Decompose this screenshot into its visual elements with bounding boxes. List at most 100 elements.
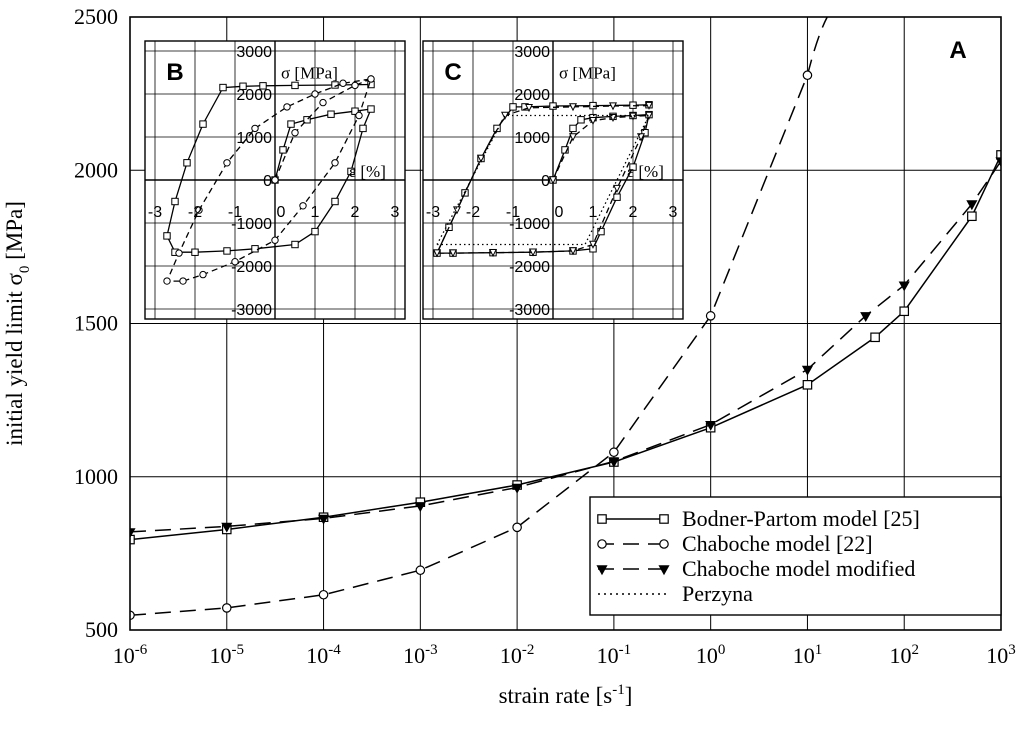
inset-panel-letter: C — [444, 59, 461, 86]
inset-y-tick-label: 0 — [263, 173, 272, 190]
inset-data-point — [359, 124, 367, 133]
inset-data-point — [331, 197, 339, 206]
y-tick-label: 1500 — [74, 311, 118, 336]
inset-x-tick-label: -2 — [188, 204, 202, 221]
inset-y-tick-label: -3000 — [509, 302, 550, 319]
inset-data-point — [291, 129, 299, 137]
x-tick-label: 10-6 — [113, 642, 148, 668]
inset-data-point — [191, 248, 199, 256]
inset-data-point — [291, 240, 299, 249]
data-point — [609, 447, 619, 458]
inset-data-point — [569, 124, 577, 133]
data-point — [130, 528, 136, 539]
inset-data-point — [271, 236, 279, 244]
inset-y-tick-label: 3000 — [514, 44, 550, 61]
data-point — [995, 157, 1001, 168]
legend-marker — [597, 539, 607, 549]
series-line-extension — [806, 17, 829, 76]
inset-data-point — [311, 227, 319, 236]
y-axis-label: initial yield limit σ0 [MPa] — [2, 201, 33, 446]
inset-data-point — [509, 103, 517, 111]
inset-data-point — [367, 75, 375, 83]
x-tick-label: 103 — [986, 642, 1016, 668]
inset-data-point — [628, 112, 638, 121]
inset-data-point — [199, 120, 207, 128]
inset-data-point — [629, 163, 637, 171]
x-tick-label: 10-3 — [403, 642, 438, 668]
inset-data-point — [283, 103, 291, 111]
panel-label-a: A — [949, 37, 966, 64]
inset-data-point — [367, 105, 375, 113]
inset-data-point — [171, 197, 179, 206]
data-point — [511, 483, 523, 494]
x-tick-label: 100 — [696, 642, 726, 668]
inset-data-point — [299, 202, 307, 210]
inset-data-point — [223, 247, 231, 255]
inset-data-point — [608, 102, 618, 111]
legend-marker — [658, 565, 670, 576]
inset-data-point — [271, 176, 279, 184]
inset-y-tick-label: 1000 — [236, 130, 272, 147]
data-point — [802, 380, 813, 390]
inset-panel-letter: B — [166, 59, 183, 86]
inset-panel-b: -3 -2 -1 0 1 2 3 3000 2000 1000 -1000 -2000 -3000 0 σ … — [144, 40, 406, 320]
legend-entry-label: Bodner-Partom model [25] — [682, 506, 920, 531]
inset-data-point — [597, 227, 605, 236]
data-point — [966, 200, 978, 211]
data-point — [802, 70, 813, 81]
inset-data-point — [432, 249, 442, 258]
y-tick-label: 2000 — [74, 157, 118, 182]
inset-data-point — [500, 111, 510, 120]
inset-x-tick-label: 2 — [351, 204, 360, 221]
inset-data-point — [327, 110, 335, 118]
legend-entry-label: Chaboche model modified — [682, 556, 915, 581]
main-plot-axes: 10-6 10-5 10-4 10-3 10-2 10-1 100 101 102 1035001… — [2, 4, 1016, 708]
inset-data-point — [641, 129, 649, 137]
inset-data-point — [588, 116, 598, 125]
inset-x-tick-label: 1 — [311, 204, 320, 221]
inset-data-point — [223, 159, 231, 167]
data-point — [608, 457, 620, 468]
inset-x-tick-label: 1 — [589, 204, 598, 221]
inset-data-point — [347, 167, 355, 176]
inset-data-point — [568, 133, 578, 142]
inset-data-point — [355, 111, 363, 120]
legend-marker — [659, 539, 669, 549]
inset-x-tick-label: -3 — [426, 204, 440, 221]
inset-data-point — [183, 159, 191, 167]
data-point — [512, 522, 522, 533]
inset-data-point — [279, 146, 287, 154]
inset-data-point — [251, 245, 259, 253]
y-tick-label: 1000 — [74, 464, 118, 489]
data-point — [705, 420, 717, 431]
data-point — [318, 589, 329, 600]
data-point — [860, 312, 872, 323]
inset-data-point — [199, 270, 207, 279]
inset-data-point — [231, 258, 239, 266]
legend-marker — [659, 514, 669, 524]
data-point — [870, 332, 880, 343]
inset-data-point — [239, 82, 247, 90]
data-point — [415, 565, 426, 576]
inset-data-point — [351, 107, 359, 115]
data-point — [899, 306, 910, 317]
inset-x-tick-label: 0 — [555, 204, 564, 221]
inset-data-point — [488, 248, 498, 257]
x-tick-label: 102 — [889, 642, 919, 668]
inset-y-tick-label: 0 — [541, 173, 550, 190]
data-point — [318, 514, 330, 525]
inset-data-point — [528, 248, 538, 257]
inset-y-tick-label: 2000 — [236, 87, 272, 104]
inset-data-point — [219, 83, 227, 92]
data-point — [414, 502, 426, 513]
inset-data-point — [493, 124, 501, 133]
data-point — [705, 311, 716, 321]
inset-data-point — [568, 247, 578, 256]
inset-x-tick-label: 0 — [277, 204, 286, 221]
inset-x-tick-label: 2 — [629, 204, 638, 221]
inset-x-tick-label: 3 — [669, 204, 678, 221]
legend-marker — [596, 565, 608, 576]
inset-x-axis-label: ε [%] — [627, 162, 664, 181]
x-tick-label: 10-4 — [306, 642, 341, 668]
inset-data-point — [549, 102, 557, 110]
